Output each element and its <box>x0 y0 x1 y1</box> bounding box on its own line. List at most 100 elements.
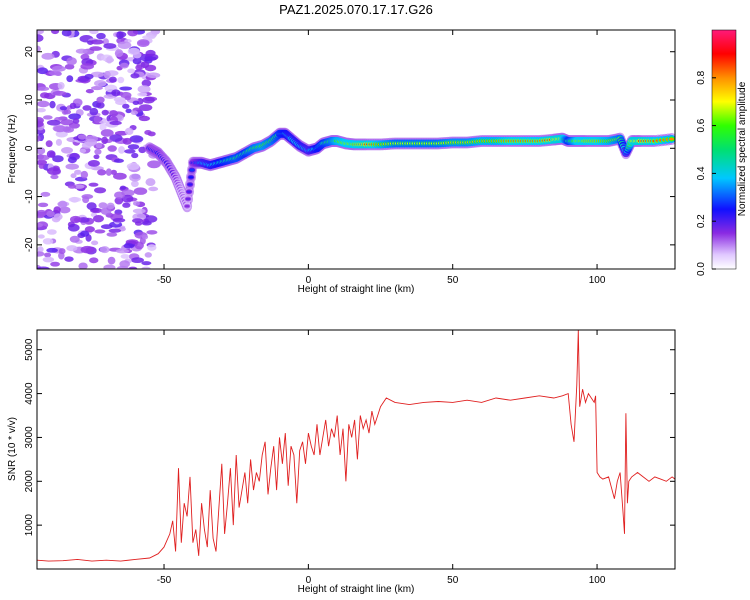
noise-blob <box>124 149 136 154</box>
noise-blob <box>40 191 51 197</box>
noise-blob <box>128 266 138 269</box>
noise-blob <box>88 182 99 187</box>
noise-blob <box>78 262 88 269</box>
y-tick-label: -20 <box>24 237 35 252</box>
noise-blob <box>109 134 123 142</box>
noise-blob <box>124 127 134 136</box>
noise-blob <box>148 186 159 192</box>
noise-blob <box>97 169 107 176</box>
noise-blob <box>129 135 144 143</box>
noise-blob <box>37 147 46 155</box>
noise-blob <box>73 184 85 189</box>
noise-blob <box>145 178 156 187</box>
noise-blob <box>89 30 99 35</box>
noise-blob <box>130 257 144 264</box>
y-tick-label: 0 <box>24 145 35 151</box>
noise-blob <box>66 245 78 252</box>
noise-blob <box>57 200 68 209</box>
noise-blob <box>86 202 97 211</box>
noise-blob <box>135 64 143 71</box>
noise-blob <box>72 118 80 124</box>
noise-blob <box>46 247 58 253</box>
noise-blob <box>107 256 116 265</box>
noise-blob <box>37 34 44 42</box>
noise-blob <box>114 197 124 205</box>
noise-blob <box>42 115 53 120</box>
noise-blob <box>58 248 66 255</box>
noise-blob <box>142 35 156 40</box>
noise-blob <box>134 241 144 250</box>
noise-blob <box>138 104 153 112</box>
noise-blob <box>37 154 50 161</box>
colorbar-tick-label: 0.0 <box>696 262 707 276</box>
ridge-band-core <box>669 137 675 141</box>
noise-blob <box>80 170 89 179</box>
noise-blob <box>37 209 48 218</box>
noise-blob <box>42 238 54 245</box>
noise-blob <box>147 244 157 251</box>
noise-blob <box>48 70 62 76</box>
noise-blob <box>133 187 148 195</box>
noise-blob <box>61 30 72 37</box>
noise-blob <box>89 107 99 116</box>
noise-blob <box>93 154 100 160</box>
noise-blob <box>118 146 125 154</box>
noise-blob <box>98 202 108 209</box>
noise-blob <box>113 158 124 163</box>
noise-blob <box>49 100 56 109</box>
noise-blob <box>46 167 61 176</box>
spectrogram-ylabel: Frequency (Hz) <box>7 115 18 184</box>
noise-blob <box>96 96 105 104</box>
spectrogram-panel: -50 0 50 100 -20 -10 0 10 20 Height of straight … <box>7 29 676 295</box>
noise-blob <box>119 185 127 190</box>
noise-blob <box>113 172 127 180</box>
noise-blob <box>66 75 74 83</box>
colorbar-gradient <box>711 29 737 270</box>
noise-blob <box>103 43 117 49</box>
noise-blob <box>121 194 134 203</box>
noise-blob <box>103 70 111 79</box>
y-tick-label: 3000 <box>24 426 35 449</box>
noise-blob <box>110 169 117 175</box>
noise-blob <box>69 235 80 243</box>
noise-blob <box>87 160 100 167</box>
spectrogram-frame <box>36 29 676 270</box>
snr-series-line <box>37 330 675 562</box>
noise-blob <box>46 210 55 217</box>
noise-blob <box>137 92 148 97</box>
noise-blob <box>113 97 126 102</box>
noise-blob <box>109 110 118 117</box>
noise-blob <box>100 207 112 215</box>
noise-blob <box>50 174 59 180</box>
noise-blob <box>127 30 139 37</box>
noise-blob <box>122 202 131 208</box>
snr-panel: -50 0 50 100 1000 2000 3000 4000 5000 Height of … <box>7 329 676 595</box>
noise-blob <box>101 109 109 116</box>
noise-blob <box>94 80 107 87</box>
noise-blob <box>144 56 157 61</box>
noise-blob <box>119 62 129 69</box>
noise-blob <box>144 64 157 72</box>
noise-blob <box>100 129 114 137</box>
y-tick-label: 2000 <box>24 470 35 493</box>
noise-blob <box>108 228 122 233</box>
noise-blob <box>55 130 68 138</box>
x-tick-label: -50 <box>157 275 172 286</box>
ridge-band-core <box>184 205 190 208</box>
noise-blob <box>37 202 49 208</box>
noise-blob <box>132 51 142 59</box>
noise-blob <box>96 32 106 40</box>
spectrogram-image <box>37 30 675 269</box>
noise-blob <box>106 56 113 64</box>
noise-blob <box>68 197 82 203</box>
noise-blob <box>126 162 140 171</box>
noise-blob <box>123 243 135 249</box>
noise-blob <box>69 102 77 110</box>
noise-blob <box>138 146 147 154</box>
noise-blob <box>57 81 65 90</box>
noise-blob <box>132 218 144 224</box>
colorbar-tick-label: 0.6 <box>696 118 707 132</box>
noise-blob <box>117 76 125 84</box>
noise-blob <box>91 240 99 246</box>
noise-blob <box>145 49 156 57</box>
